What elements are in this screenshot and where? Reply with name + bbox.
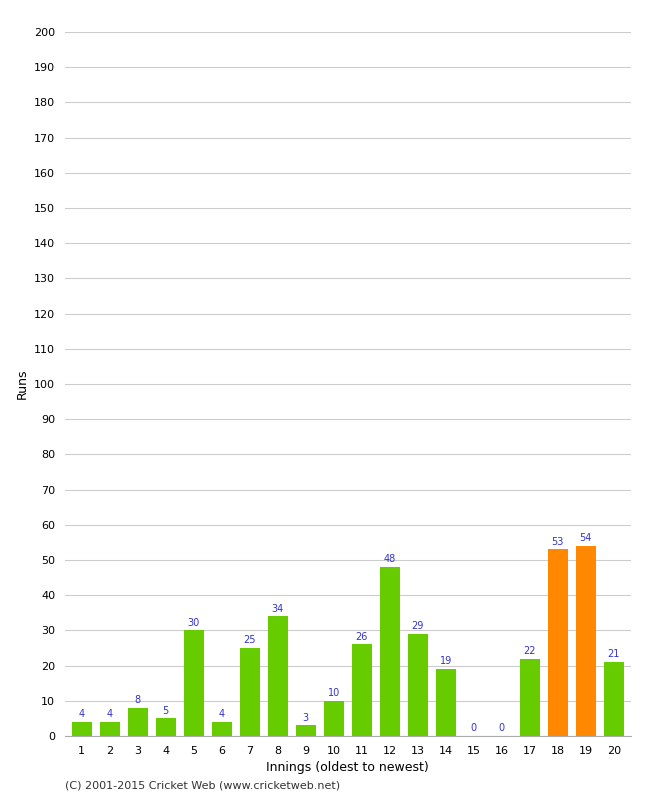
Bar xyxy=(296,726,315,736)
Text: 4: 4 xyxy=(79,709,85,719)
Text: 5: 5 xyxy=(162,706,169,715)
Bar xyxy=(72,722,92,736)
Text: 0: 0 xyxy=(499,723,505,733)
Text: 25: 25 xyxy=(244,635,256,645)
Text: 8: 8 xyxy=(135,695,141,705)
Text: 10: 10 xyxy=(328,688,340,698)
Bar xyxy=(436,669,456,736)
Bar xyxy=(212,722,231,736)
Text: 54: 54 xyxy=(580,533,592,543)
Bar xyxy=(604,662,623,736)
Text: 48: 48 xyxy=(384,554,396,564)
Bar xyxy=(156,718,176,736)
Text: 19: 19 xyxy=(439,656,452,666)
Bar xyxy=(380,567,400,736)
Bar xyxy=(268,616,287,736)
Bar xyxy=(324,701,344,736)
Bar xyxy=(128,708,148,736)
Text: 0: 0 xyxy=(471,723,477,733)
Text: 29: 29 xyxy=(411,621,424,631)
Bar xyxy=(184,630,203,736)
Text: 3: 3 xyxy=(303,713,309,722)
Text: 26: 26 xyxy=(356,632,368,642)
Bar xyxy=(408,634,428,736)
Text: 34: 34 xyxy=(272,603,284,614)
X-axis label: Innings (oldest to newest): Innings (oldest to newest) xyxy=(266,762,429,774)
Text: 22: 22 xyxy=(523,646,536,656)
Bar xyxy=(240,648,259,736)
Bar xyxy=(352,645,372,736)
Bar xyxy=(100,722,120,736)
Bar xyxy=(548,550,567,736)
Text: 4: 4 xyxy=(218,709,225,719)
Text: 53: 53 xyxy=(552,537,564,546)
Text: (C) 2001-2015 Cricket Web (www.cricketweb.net): (C) 2001-2015 Cricket Web (www.cricketwe… xyxy=(65,781,340,790)
Y-axis label: Runs: Runs xyxy=(16,369,29,399)
Bar xyxy=(576,546,595,736)
Bar xyxy=(520,658,540,736)
Text: 21: 21 xyxy=(608,650,620,659)
Text: 4: 4 xyxy=(107,709,113,719)
Text: 30: 30 xyxy=(188,618,200,627)
